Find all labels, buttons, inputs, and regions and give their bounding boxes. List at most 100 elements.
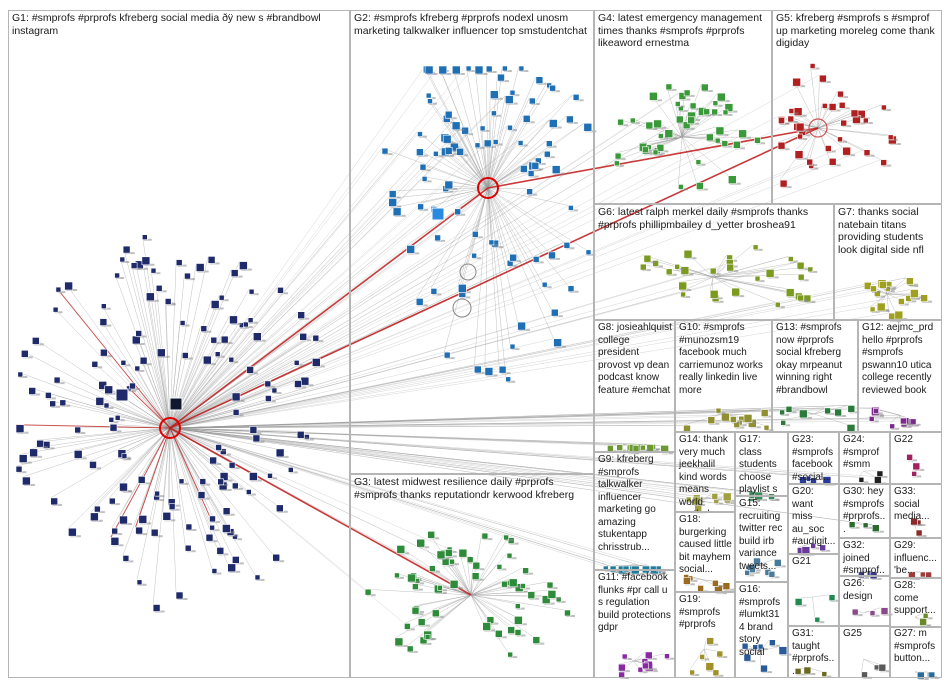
node-g1	[239, 261, 252, 271]
node-g4	[614, 152, 626, 161]
edge-cross	[169, 365, 500, 429]
edge-intra	[419, 163, 489, 189]
edge-cross	[169, 103, 830, 429]
node-g5	[806, 158, 818, 167]
edge-cross	[169, 125, 508, 429]
group-label-g15: G15: recruiting twitter rec build irb va…	[739, 498, 783, 572]
node-g27	[928, 671, 940, 679]
node-g10	[707, 416, 720, 425]
node-g1	[109, 423, 122, 433]
node-g1	[110, 536, 124, 547]
node-g2	[484, 367, 498, 377]
group-panel-g26: G26: design	[839, 576, 890, 626]
node-g2	[548, 251, 560, 260]
edge-intra	[681, 136, 697, 160]
edge-intra	[703, 637, 707, 650]
edge-intra	[19, 427, 171, 455]
edge-intra	[52, 307, 171, 429]
node-g2	[488, 239, 499, 246]
node-g16	[752, 644, 763, 651]
node-g16	[769, 639, 780, 647]
edge-intra	[36, 427, 171, 441]
node-g1	[114, 272, 125, 279]
edge-intra	[863, 658, 875, 666]
node-g1	[120, 359, 131, 367]
node-g5	[778, 117, 789, 125]
group-label-g6: G6: latest ralph merkel daily #smprofs t…	[598, 206, 809, 231]
edge-intra	[487, 140, 547, 189]
edge-cross	[169, 263, 727, 429]
edge-intra	[760, 646, 779, 652]
group-label-g2: G2: #smprofs kfreberg #prprofs nodexl un…	[354, 12, 587, 37]
edge-intra	[169, 427, 213, 569]
node-g3	[471, 572, 484, 581]
edge-cross	[169, 142, 451, 429]
node-g3	[482, 622, 496, 632]
edge-intra	[812, 594, 830, 598]
node-g2	[585, 249, 596, 256]
edge-intra	[703, 493, 712, 500]
node-g1	[15, 424, 29, 434]
node-g11	[618, 663, 630, 673]
node-g1	[154, 490, 165, 498]
node-g1	[175, 591, 188, 600]
node-g2	[551, 165, 565, 175]
edge-cross	[169, 147, 383, 429]
group-panel-g28: G28: come support...	[890, 578, 942, 628]
edge-cross	[169, 427, 637, 445]
edge-intra	[678, 92, 683, 138]
edge-intra	[90, 427, 171, 513]
edge-intra	[169, 427, 187, 525]
edge-cross	[169, 405, 848, 429]
node-g5	[777, 141, 790, 151]
node-g7	[869, 306, 880, 313]
edge-intra	[487, 65, 503, 189]
node-g1	[209, 456, 222, 465]
group-label-g21: G21	[792, 556, 811, 567]
node-g26	[880, 607, 893, 616]
node-g15	[773, 559, 786, 568]
node-g15	[753, 557, 765, 566]
edge-strong	[135, 427, 171, 528]
edge-intra	[709, 276, 714, 291]
edge-cross	[169, 376, 506, 429]
edge-cross	[169, 427, 628, 446]
node-g3	[449, 579, 463, 590]
node-g2	[451, 121, 465, 131]
node-g4	[695, 159, 706, 166]
edge-intra	[169, 427, 210, 526]
node-g25	[878, 663, 891, 673]
node-g4	[674, 101, 685, 108]
edge-intra	[389, 187, 489, 191]
edge-intra	[817, 127, 830, 159]
edge-intra	[169, 427, 186, 546]
node-g3	[546, 581, 558, 590]
node-g1	[227, 563, 241, 573]
edge-intra	[914, 616, 920, 619]
node-g12	[889, 423, 900, 430]
node-g1	[22, 476, 35, 486]
node-g7	[870, 285, 881, 293]
edge-intra	[487, 97, 530, 189]
node-g2	[498, 365, 511, 375]
node-g4	[754, 137, 765, 145]
node-g2	[507, 124, 517, 132]
edge-intra	[430, 187, 489, 289]
edge-intra	[169, 427, 289, 468]
group-panel-g6: G6: latest ralph merkel daily #smprofs t…	[594, 204, 834, 320]
node-g2	[406, 245, 420, 255]
node-g22	[911, 471, 922, 478]
node-g1	[137, 475, 150, 485]
node-g2	[583, 123, 597, 133]
node-g1	[155, 284, 167, 293]
node-g1	[95, 397, 109, 407]
group-panel-g21: G21	[788, 554, 839, 626]
group-label-g5: G5: kfreberg #smprofs s #smprof up marke…	[776, 12, 935, 49]
node-g2	[541, 281, 552, 289]
node-g1	[136, 579, 147, 586]
node-g19	[689, 669, 700, 676]
node-g4	[689, 102, 701, 110]
node-g6	[787, 256, 798, 263]
edge-cross	[169, 65, 467, 429]
edge-cross	[169, 427, 749, 496]
